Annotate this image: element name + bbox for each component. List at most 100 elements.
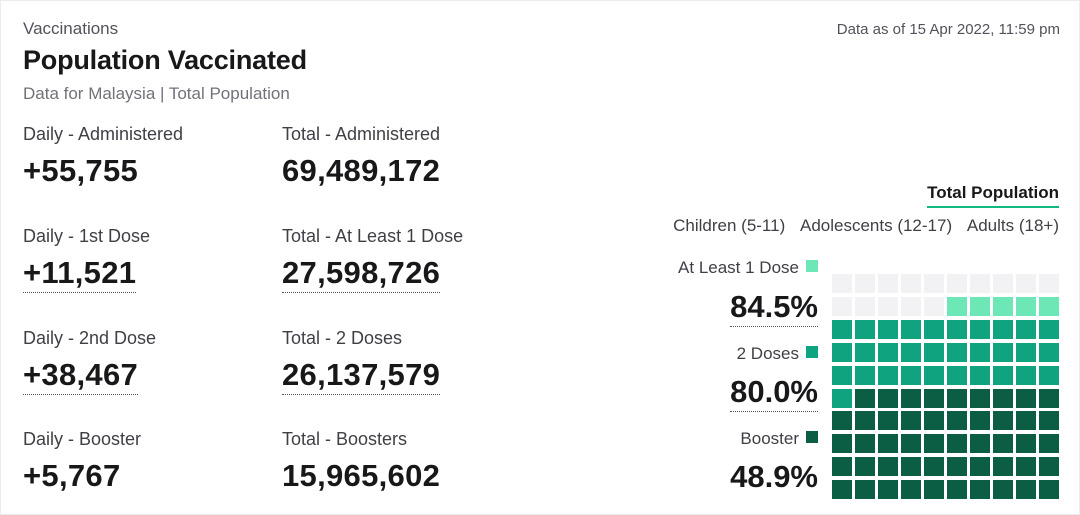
daily-2nd-dose-label: Daily - 2nd Dose bbox=[23, 328, 157, 348]
waffle-cell-booster bbox=[832, 434, 852, 454]
daily-administered-value: +55,755 bbox=[23, 153, 139, 188]
total-1st-dose-label: Total - At Least 1 Dose bbox=[282, 226, 464, 246]
waffle-cell-2-doses bbox=[924, 319, 944, 339]
waffle-cell-booster bbox=[947, 457, 967, 477]
filter-adults[interactable]: Adults (18+) bbox=[966, 216, 1059, 235]
population-filter-group: Children (5-11) Adolescents (12-17) Adul… bbox=[663, 216, 1059, 236]
total-boosters-value: 15,965,602 bbox=[282, 458, 441, 493]
booster-percent: 48.9% bbox=[730, 459, 818, 494]
page-title: Population Vaccinated bbox=[23, 45, 307, 75]
daily-1st-dose-label: Daily - 1st Dose bbox=[23, 226, 151, 246]
waffle-cell-2-doses bbox=[901, 342, 921, 362]
waffle-cell-empty bbox=[947, 274, 967, 293]
total-administered-value: 69,489,172 bbox=[282, 153, 441, 188]
total-administered-label: Total - Administered bbox=[282, 124, 441, 144]
waffle-cell-booster bbox=[832, 411, 852, 431]
breadcrumb[interactable]: Vaccinations bbox=[23, 19, 119, 38]
waffle-cell-at-least-1-dose bbox=[970, 296, 990, 316]
filter-adolescents[interactable]: Adolescents (12-17) bbox=[799, 216, 953, 235]
waffle-cell-booster bbox=[832, 457, 852, 477]
legend-booster-label: Booster bbox=[740, 429, 799, 448]
daily-booster-label: Daily - Booster bbox=[23, 429, 142, 449]
waffle-cell-2-doses bbox=[1016, 342, 1036, 362]
waffle-cell-2-doses bbox=[947, 319, 967, 339]
at-least-1-dose-percent[interactable]: 84.5% bbox=[730, 289, 818, 327]
waffle-cell-2-doses bbox=[901, 365, 921, 385]
legend-booster: Booster bbox=[740, 429, 818, 449]
waffle-cell-booster bbox=[1016, 434, 1036, 454]
legend-swatch-at-least-1-dose bbox=[806, 260, 818, 272]
total-2-doses-value[interactable]: 26,137,579 bbox=[282, 357, 441, 395]
waffle-cell-empty bbox=[832, 274, 852, 293]
waffle-cell-booster bbox=[924, 411, 944, 431]
waffle-cell-empty bbox=[855, 296, 875, 316]
waffle-cell-booster bbox=[947, 434, 967, 454]
waffle-cell-2-doses bbox=[832, 388, 852, 408]
daily-1st-dose-value[interactable]: +11,521 bbox=[23, 255, 137, 293]
vaccination-waffle-chart bbox=[832, 274, 1060, 501]
total-boosters-label: Total - Boosters bbox=[282, 429, 408, 449]
filter-children[interactable]: Children (5-11) bbox=[673, 216, 786, 235]
tab-total-population[interactable]: Total Population bbox=[927, 183, 1059, 208]
waffle-cell-2-doses bbox=[970, 319, 990, 339]
waffle-cell-booster bbox=[924, 480, 944, 500]
waffle-cell-booster bbox=[947, 480, 967, 500]
waffle-cell-2-doses bbox=[970, 365, 990, 385]
waffle-cell-empty bbox=[993, 274, 1013, 293]
2-doses-percent[interactable]: 80.0% bbox=[730, 374, 818, 412]
waffle-cell-empty bbox=[1039, 274, 1059, 293]
legend-2-doses-label: 2 Doses bbox=[736, 344, 799, 363]
legend-at-least-1-dose: At Least 1 Dose bbox=[678, 258, 818, 278]
waffle-cell-booster bbox=[947, 411, 967, 431]
daily-booster-value: +5,767 bbox=[23, 458, 121, 493]
waffle-cell-at-least-1-dose bbox=[947, 296, 967, 316]
waffle-cell-empty bbox=[878, 296, 898, 316]
waffle-cell-booster bbox=[993, 388, 1013, 408]
waffle-cell-booster bbox=[1039, 434, 1059, 454]
waffle-cell-booster bbox=[855, 388, 875, 408]
waffle-cell-2-doses bbox=[832, 319, 852, 339]
waffle-cell-empty bbox=[924, 274, 944, 293]
daily-2nd-dose-value[interactable]: +38,467 bbox=[23, 357, 139, 395]
waffle-cell-booster bbox=[1016, 411, 1036, 431]
waffle-cell-empty bbox=[924, 296, 944, 316]
waffle-cell-booster bbox=[947, 388, 967, 408]
waffle-cell-at-least-1-dose bbox=[1039, 296, 1059, 316]
waffle-cell-empty bbox=[878, 274, 898, 293]
waffle-cell-booster bbox=[993, 457, 1013, 477]
waffle-cell-booster bbox=[878, 411, 898, 431]
waffle-cell-2-doses bbox=[855, 342, 875, 362]
waffle-cell-booster bbox=[855, 411, 875, 431]
waffle-cell-booster bbox=[855, 480, 875, 500]
waffle-cell-empty bbox=[832, 296, 852, 316]
waffle-cell-empty bbox=[901, 274, 921, 293]
waffle-cell-2-doses bbox=[878, 365, 898, 385]
waffle-cell-empty bbox=[970, 274, 990, 293]
legend-swatch-2-doses bbox=[806, 346, 818, 358]
waffle-cell-booster bbox=[901, 388, 921, 408]
waffle-cell-booster bbox=[1039, 411, 1059, 431]
total-1st-dose-value[interactable]: 27,598,726 bbox=[282, 255, 441, 293]
waffle-cell-2-doses bbox=[855, 319, 875, 339]
waffle-cell-booster bbox=[1039, 480, 1059, 500]
waffle-cell-2-doses bbox=[947, 365, 967, 385]
waffle-cell-booster bbox=[901, 480, 921, 500]
waffle-cell-booster bbox=[1016, 388, 1036, 408]
waffle-cell-booster bbox=[993, 411, 1013, 431]
waffle-cell-booster bbox=[1039, 388, 1059, 408]
waffle-cell-booster bbox=[855, 434, 875, 454]
waffle-cell-booster bbox=[970, 434, 990, 454]
waffle-cell-booster bbox=[970, 457, 990, 477]
waffle-cell-booster bbox=[878, 434, 898, 454]
waffle-cell-booster bbox=[901, 434, 921, 454]
waffle-cell-booster bbox=[993, 434, 1013, 454]
daily-administered-label: Daily - Administered bbox=[23, 124, 184, 144]
waffle-cell-booster bbox=[970, 411, 990, 431]
waffle-cell-2-doses bbox=[1039, 342, 1059, 362]
waffle-cell-2-doses bbox=[878, 342, 898, 362]
waffle-cell-booster bbox=[970, 388, 990, 408]
waffle-cell-2-doses bbox=[878, 319, 898, 339]
waffle-cell-2-doses bbox=[1039, 319, 1059, 339]
waffle-cell-2-doses bbox=[855, 365, 875, 385]
legend-at-least-1-dose-label: At Least 1 Dose bbox=[678, 258, 799, 277]
